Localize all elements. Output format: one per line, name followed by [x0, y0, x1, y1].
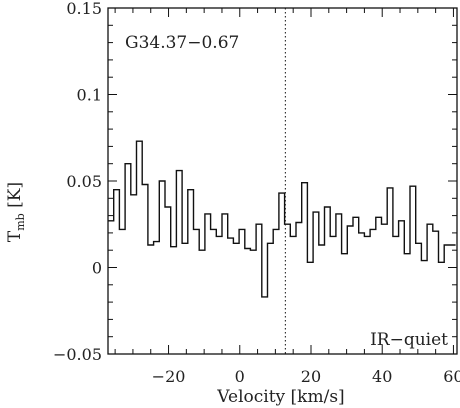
y-tick-label: 0 — [92, 259, 102, 278]
y-ticks: −0.05 0 0.05 0.1 0.15 — [53, 0, 457, 364]
y-tick-label: −0.05 — [53, 345, 102, 364]
y-axis-label-sub: mb — [14, 213, 27, 230]
x-tick-label: 0 — [235, 367, 245, 386]
y-tick-label: 0.15 — [66, 0, 102, 18]
y-axis-label: Tmb [K] — [5, 182, 27, 242]
classification-label: IR−quiet — [370, 330, 448, 350]
spectrum-series-line — [108, 140, 456, 298]
y-axis-label-main: T — [5, 230, 25, 242]
x-tick-label: 60 — [443, 367, 460, 386]
x-ticks: −20 0 20 40 60 — [114, 8, 460, 386]
x-tick-label: 40 — [372, 367, 392, 386]
y-tick-label: 0.05 — [66, 172, 102, 191]
y-axis-label-unit: [K] — [5, 182, 25, 213]
x-axis-label: Velocity [km/s] — [216, 387, 344, 407]
x-tick-label: 20 — [301, 367, 321, 386]
source-name-label: G34.37−0.67 — [125, 33, 239, 53]
x-tick-label: −20 — [152, 367, 186, 386]
y-tick-label: 0.1 — [77, 86, 102, 105]
